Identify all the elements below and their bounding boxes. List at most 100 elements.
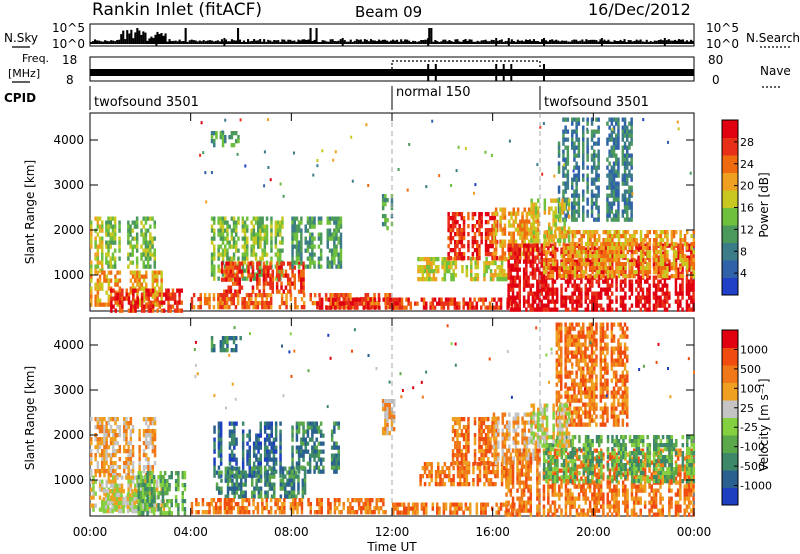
range-time-cell [313,236,316,241]
range-time-cell [269,293,273,298]
range-time-cell [160,290,163,295]
range-time-cell [221,232,225,237]
range-time-cell [604,242,608,247]
range-time-cell [542,283,546,288]
range-time-cell [133,505,136,510]
range-time-cell [482,297,485,302]
range-time-cell [525,299,528,304]
nsky-tick-top: 10^5 [52,21,85,35]
range-time-cell [330,264,334,269]
range-time-cell [94,216,97,221]
range-time-cell [426,257,429,262]
nsky-bar [392,39,395,44]
scatter-cell [425,185,428,189]
range-time-cell [533,259,537,264]
range-time-cell [606,185,609,190]
range-time-cell [445,257,449,262]
range-time-cell [101,260,104,265]
range-time-cell [617,205,620,210]
range-time-cell [428,257,431,262]
range-time-cell [577,193,581,198]
range-time-cell [571,246,575,251]
range-time-cell [545,242,548,247]
range-time-cell [509,263,513,268]
range-time-cell [599,291,603,296]
nsky-bar [671,40,674,44]
range-time-cell [679,291,682,296]
range-time-cell [293,273,296,278]
range-time-cell [582,141,585,146]
range-time-cell [612,153,616,158]
range-time-cell [125,288,128,293]
range-time-cell [547,283,550,288]
nsky-bar [440,41,443,44]
range-time-cell [577,165,581,170]
freq-tick-bottom: 8 [66,73,74,87]
range-time-cell [335,220,338,225]
range-time-cell [386,301,389,306]
range-time-cell [169,304,172,309]
nsky-bar [323,40,326,44]
range-time-cell [98,228,102,233]
range-time-cell [598,254,601,259]
range-time-cell [275,269,279,274]
range-time-cell [690,274,693,279]
range-time-cell [591,279,594,284]
range-time-cell [624,266,627,271]
range-time-cell [140,244,143,249]
range-time-cell [580,234,583,239]
range-time-cell [240,269,244,274]
range-time-cell [631,234,634,239]
nsky-bar [325,41,328,44]
range-time-cell [624,295,627,300]
range-time-cell [602,242,605,247]
range-time-cell [610,121,614,126]
range-time-cell [485,269,488,274]
range-time-cell [491,216,494,221]
range-time-cell [169,308,172,313]
range-time-cell [431,297,435,302]
range-time-cell [527,291,530,296]
range-time-cell [606,201,609,206]
range-time-cell [681,258,685,263]
range-time-cell [514,263,517,268]
nsky-bar [502,41,505,44]
range-time-cell [665,287,669,292]
range-time-cell [462,297,465,302]
range-time-cell [90,441,93,446]
range-time-cell [612,177,616,182]
range-time-cell [270,248,273,253]
range-time-cell [101,220,104,225]
range-time-cell [289,289,292,294]
range-time-cell [623,117,627,122]
range-time-cell [560,303,563,308]
range-time-cell [543,242,546,247]
range-time-cell [553,247,557,252]
station-title: Rankin Inlet (fitACF) [92,0,262,20]
range-time-cell [626,242,630,247]
range-time-cell [589,242,592,247]
nsky-bar [567,41,570,44]
range-time-cell [571,234,575,239]
range-time-cell [252,252,256,257]
range-time-cell [508,251,511,256]
range-time-cell [653,242,656,247]
range-time-cell [107,475,111,480]
range-time-cell [105,256,108,261]
range-time-cell [147,465,150,470]
range-time-cell [206,301,209,306]
range-time-cell [213,276,216,281]
range-time-cell [665,295,669,300]
range-time-cell [551,307,554,312]
nsky-bar [381,39,384,44]
range-time-cell [606,209,609,214]
range-time-cell [566,251,570,256]
range-time-cell [167,288,170,293]
nsky-bar [214,40,217,44]
range-time-cell [604,238,608,243]
range-time-cell [501,211,504,216]
range-time-cell [213,264,216,269]
range-time-cell [566,145,570,150]
nsky-bar [339,39,342,44]
range-time-cell [228,240,231,245]
